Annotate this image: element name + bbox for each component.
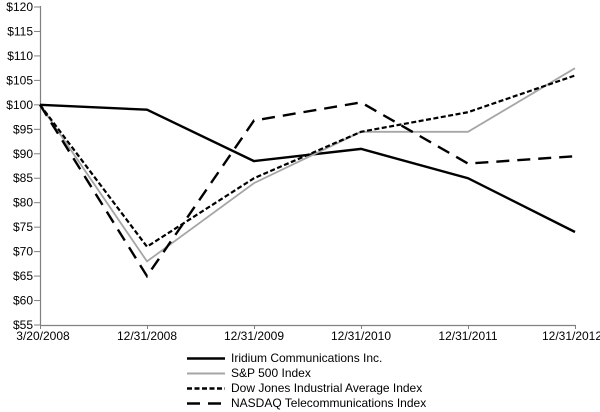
legend-item: Dow Jones Industrial Average Index [186,381,426,396]
legend-label: Iridium Communications Inc. [231,351,383,365]
legend-line-swatch [187,387,225,390]
series-line-s-p-500-index [39,67,576,263]
legend-line-swatch [187,357,225,360]
y-tick-label: $105 [6,73,33,87]
series-line-dow-jones-industrial-average-index [39,74,576,249]
legend-label: S&P 500 Index [231,366,311,380]
legend-label: NASDAQ Telecommunications Index [231,396,427,410]
y-tick-label: $95 [13,122,33,136]
x-tick-label: 12/31/2011 [438,329,497,343]
chart-legend: Iridium Communications Inc. S&P 500 Index… [186,351,426,411]
y-tick-label: $75 [13,220,33,234]
series-line-nasdaq-telecommunications-index [38,101,576,279]
legend-item: NASDAQ Telecommunications Index [186,396,426,411]
y-tick-label: $80 [13,196,33,210]
y-tick-label: $55 [13,318,33,332]
x-tick-label: 12/31/2009 [224,329,284,343]
y-tick-label: $115 [7,24,33,38]
x-tick-label: 12/31/2010 [331,329,391,343]
legend-line-swatch [187,402,225,405]
x-tick-label: 3/20/2008 [16,329,70,343]
x-tick-label: 12/31/2008 [117,329,177,343]
y-tick-label: $70 [13,245,33,259]
y-tick-label: $60 [13,294,33,308]
y-tick-label: $110 [7,49,33,63]
x-tick-label: 12/31/2012 [542,329,600,343]
y-tick-label: $65 [13,269,33,283]
legend-item: Iridium Communications Inc. [186,351,426,366]
y-tick-label: $85 [13,171,33,185]
y-tick-label: $90 [13,147,33,161]
y-tick-label: $100 [6,98,33,112]
series-line-iridium-communications-inc [39,103,576,234]
legend-line-swatch [187,372,225,375]
legend-label: Dow Jones Industrial Average Index [231,381,423,395]
y-tick-label: $120 [6,0,33,14]
legend-item: S&P 500 Index [186,366,426,381]
